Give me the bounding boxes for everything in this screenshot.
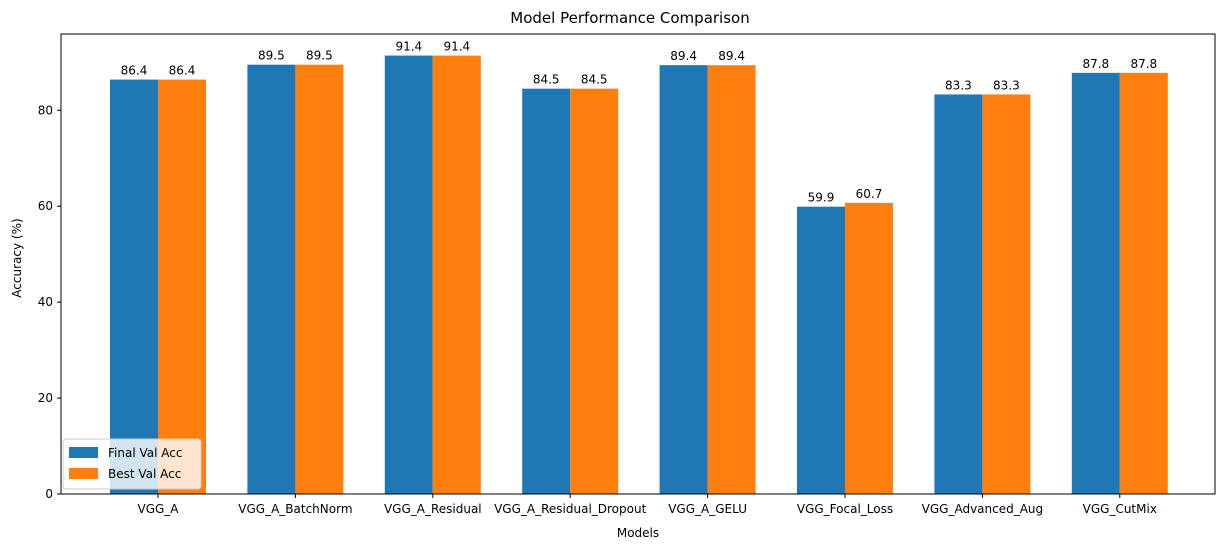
chart-title: Model Performance Comparison [510,9,749,27]
bar-value-label: 86.4 [169,64,196,78]
bar-value-label: 87.8 [1082,57,1109,71]
bar-value-label: 91.4 [443,40,470,54]
bar-value-label: 86.4 [121,64,148,78]
bar [432,55,481,494]
x-tick-label: VGG_A [137,502,179,516]
y-tick-label: 80 [38,103,53,117]
bar [707,65,756,494]
bar-value-label: 59.9 [808,191,835,205]
legend-entry-label: Best Val Acc [108,467,181,481]
bar [1071,72,1120,495]
legend-swatch [69,447,98,458]
plot-frame [60,33,1216,495]
bar-value-label: 91.4 [395,40,422,54]
bar [295,64,344,495]
bar [158,79,206,494]
x-axis-label: Models [617,526,659,540]
legend: Final Val Acc Best Val Acc [62,438,202,490]
bar-value-label: 84.5 [581,73,608,87]
bar [934,94,983,494]
bar-value-label: 89.4 [670,49,697,63]
legend-entry-label: Final Val Acc [108,446,182,460]
x-tick-label: VGG_Advanced_Aug [922,502,1044,516]
bar [570,88,619,495]
bar-value-label: 60.7 [856,187,883,201]
x-tick-label: VGG_A_Residual_Dropout [494,502,647,516]
y-tick-label: 60 [38,199,53,213]
x-tick-label: VGG_Focal_Loss [797,502,893,516]
x-tick-label: VGG_A_BatchNorm [238,502,352,516]
bar-value-label: 89.5 [258,49,285,63]
bar-value-label: 83.3 [993,78,1020,92]
bar [1119,72,1168,495]
bar [247,64,296,495]
y-axis: 0 20 40 60 80 [38,103,61,501]
bar-value-label: 87.8 [1130,57,1157,71]
bar-value-label: 84.5 [533,73,560,87]
bar [845,202,893,495]
y-axis-label: Accuracy (%) [10,218,24,297]
bar [384,55,433,494]
bar [797,206,845,494]
y-tick-label: 20 [38,391,53,405]
x-axis: VGG_A VGG_A_BatchNorm VGG_A_Residual VGG_A_… [137,494,1157,516]
y-tick-label: 0 [45,487,53,501]
bar-value-label: 89.4 [718,49,745,63]
bar [522,88,571,495]
bar-value-label: 83.3 [945,78,972,92]
x-tick-label: VGG_CutMix [1083,502,1157,516]
x-tick-label: VGG_A_Residual [384,502,482,516]
bar [982,94,1031,494]
y-tick-label: 40 [38,295,53,309]
bar [659,65,708,494]
bar [110,79,158,494]
bar-value-label: 89.5 [306,49,333,63]
legend-swatch [69,468,98,479]
x-tick-label: VGG_A_GELU [668,502,747,516]
plot-area: 86.4 86.4 89.5 89.5 91.4 91.4 84.5 84.5 89.4 89.4… [110,40,1168,495]
